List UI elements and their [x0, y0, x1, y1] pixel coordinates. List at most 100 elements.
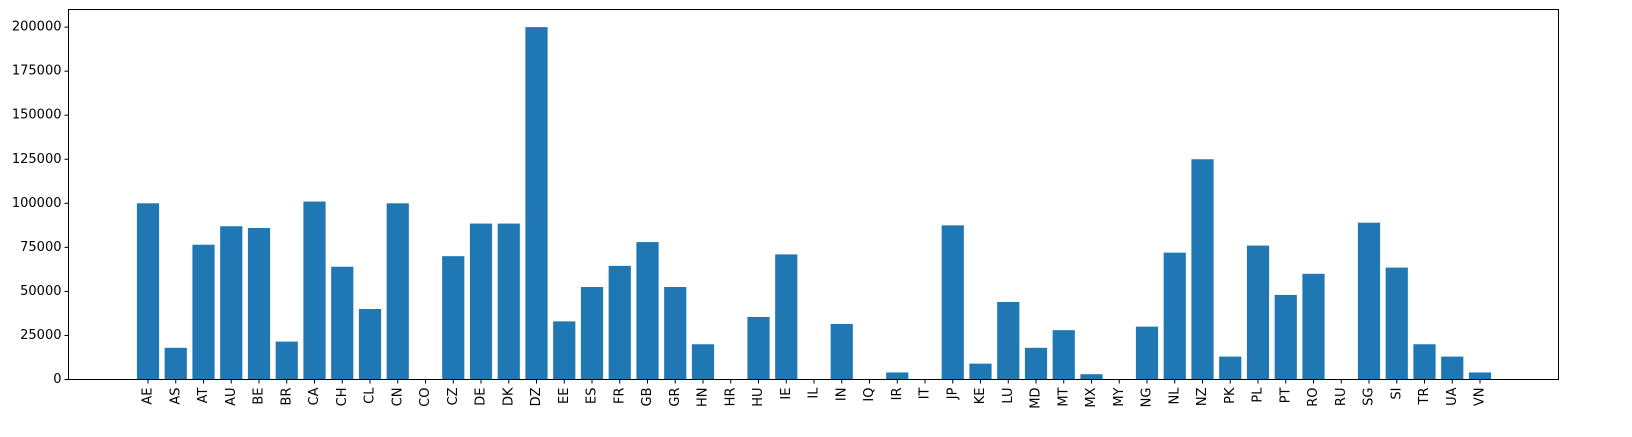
bar-IR [886, 372, 909, 380]
bar-TR [1413, 344, 1436, 380]
bar-VN [1468, 372, 1492, 380]
x-tick-label: CN [390, 388, 405, 407]
x-tick-label: MD [1029, 388, 1044, 409]
bar-JP [941, 225, 964, 380]
x-tick-label: MY [1112, 387, 1127, 406]
y-tick-label: 25000 [20, 328, 61, 343]
bar-DK [497, 223, 520, 380]
plot-frame [68, 9, 1559, 380]
x-tick-label: JP [945, 387, 960, 400]
x-tick-label: PT [1278, 387, 1293, 403]
x-tick-label: FR [612, 388, 627, 405]
x-tick-label: BR [279, 388, 294, 406]
x-tick-label: EE [557, 388, 572, 404]
x-tick-label: NG [1140, 388, 1155, 408]
x-tick-label: CH [335, 388, 350, 407]
y-tick-label: 125000 [12, 152, 62, 167]
x-tick-label: IE [779, 388, 794, 400]
x-tick-label: KE [973, 388, 988, 405]
bar-FR [608, 265, 631, 380]
bar-SG [1357, 222, 1381, 380]
bar-PT [1274, 294, 1297, 380]
x-tick-label: MT [1056, 387, 1071, 406]
x-tick-label: MX [1084, 387, 1099, 407]
x-tick-label: DE [474, 388, 489, 406]
bars-group [136, 27, 1492, 380]
bar-NZ [1191, 159, 1214, 380]
x-tick-label: IN [834, 388, 849, 402]
bar-IE [775, 254, 798, 380]
bar-MD [1024, 347, 1048, 380]
bar-KE [969, 363, 992, 380]
bar-GB [636, 242, 659, 380]
bar-DE [469, 223, 493, 380]
x-tick-label: SI [1389, 388, 1404, 400]
bar-GR [664, 287, 687, 380]
x-tick-label: GB [640, 388, 655, 407]
y-tick-label: 175000 [12, 64, 62, 79]
bar-CN [386, 203, 409, 380]
x-tick-label: CZ [446, 387, 461, 405]
bar-PL [1246, 245, 1270, 380]
x-tick-label: PL [1251, 387, 1266, 403]
bar-MT [1052, 330, 1075, 380]
bar-LU [997, 301, 1020, 380]
x-tick-label: HU [751, 388, 766, 407]
bar-EE [553, 321, 576, 380]
bar-AT [192, 244, 215, 380]
x-tick-label: GR [668, 388, 683, 407]
y-tick-label: 50000 [20, 284, 61, 299]
x-tick-label: PK [1223, 387, 1238, 404]
bar-MX [1080, 374, 1103, 380]
x-tick-label: HR [723, 388, 738, 407]
bar-NG [1135, 326, 1159, 380]
x-tick-label: AS [168, 388, 183, 405]
bar-AU [220, 226, 243, 380]
x-tick-label: RO [1306, 388, 1321, 407]
y-tick-label: 150000 [12, 108, 62, 123]
x-tick-label: TR [1417, 388, 1432, 406]
y-tick-label: 200000 [12, 20, 62, 35]
bar-CL [358, 309, 382, 380]
x-tick-label: HN [696, 388, 711, 408]
x-tick-label: ES [585, 388, 600, 404]
bar-SI [1385, 267, 1408, 380]
bar-AS [164, 347, 187, 380]
y-tick-label: 0 [53, 372, 61, 387]
x-tick-label: IR [890, 388, 905, 401]
x-tick-label: IQ [862, 388, 877, 402]
x-tick-label: BE [252, 388, 267, 405]
x-tick-label: CO [418, 388, 433, 407]
x-axis-ticks: AE AS AT AU BE BR CA CH CL CN CO CZ DE DK DZ EE ES FR GB GR… [141, 379, 1488, 409]
bar-IN [830, 324, 853, 380]
bar-ES [580, 287, 604, 380]
x-tick-label: CA [307, 387, 322, 405]
x-tick-label: DZ [529, 387, 544, 406]
x-tick-label: UA [1445, 387, 1460, 406]
bar-CZ [442, 256, 465, 380]
y-tick-label: 100000 [12, 196, 62, 211]
bar-CA [303, 201, 326, 380]
x-tick-label: RU [1334, 388, 1349, 407]
x-tick-label: IL [807, 387, 822, 399]
x-tick-label: AU [224, 388, 239, 406]
bar-HU [747, 316, 770, 380]
x-tick-label: DK [501, 387, 516, 406]
x-tick-label: AT [196, 387, 211, 403]
bar-PK [1219, 356, 1242, 380]
bar-DZ [525, 27, 548, 380]
bar-NL [1163, 252, 1186, 380]
y-axis-ticks: 0 25000 50000 75000 100000 125000 150000 175000… [12, 20, 69, 387]
x-tick-label: VN [1473, 388, 1488, 407]
x-tick-label: AE [141, 388, 156, 405]
bar-AE [136, 203, 160, 380]
x-tick-label: LU [1001, 388, 1016, 404]
x-tick-label: NZ [1195, 387, 1210, 406]
x-tick-label: IT [918, 387, 933, 399]
bar-HN [691, 344, 715, 380]
y-tick-label: 75000 [20, 240, 61, 255]
bar-CH [331, 266, 354, 380]
x-tick-label: SG [1362, 388, 1377, 406]
